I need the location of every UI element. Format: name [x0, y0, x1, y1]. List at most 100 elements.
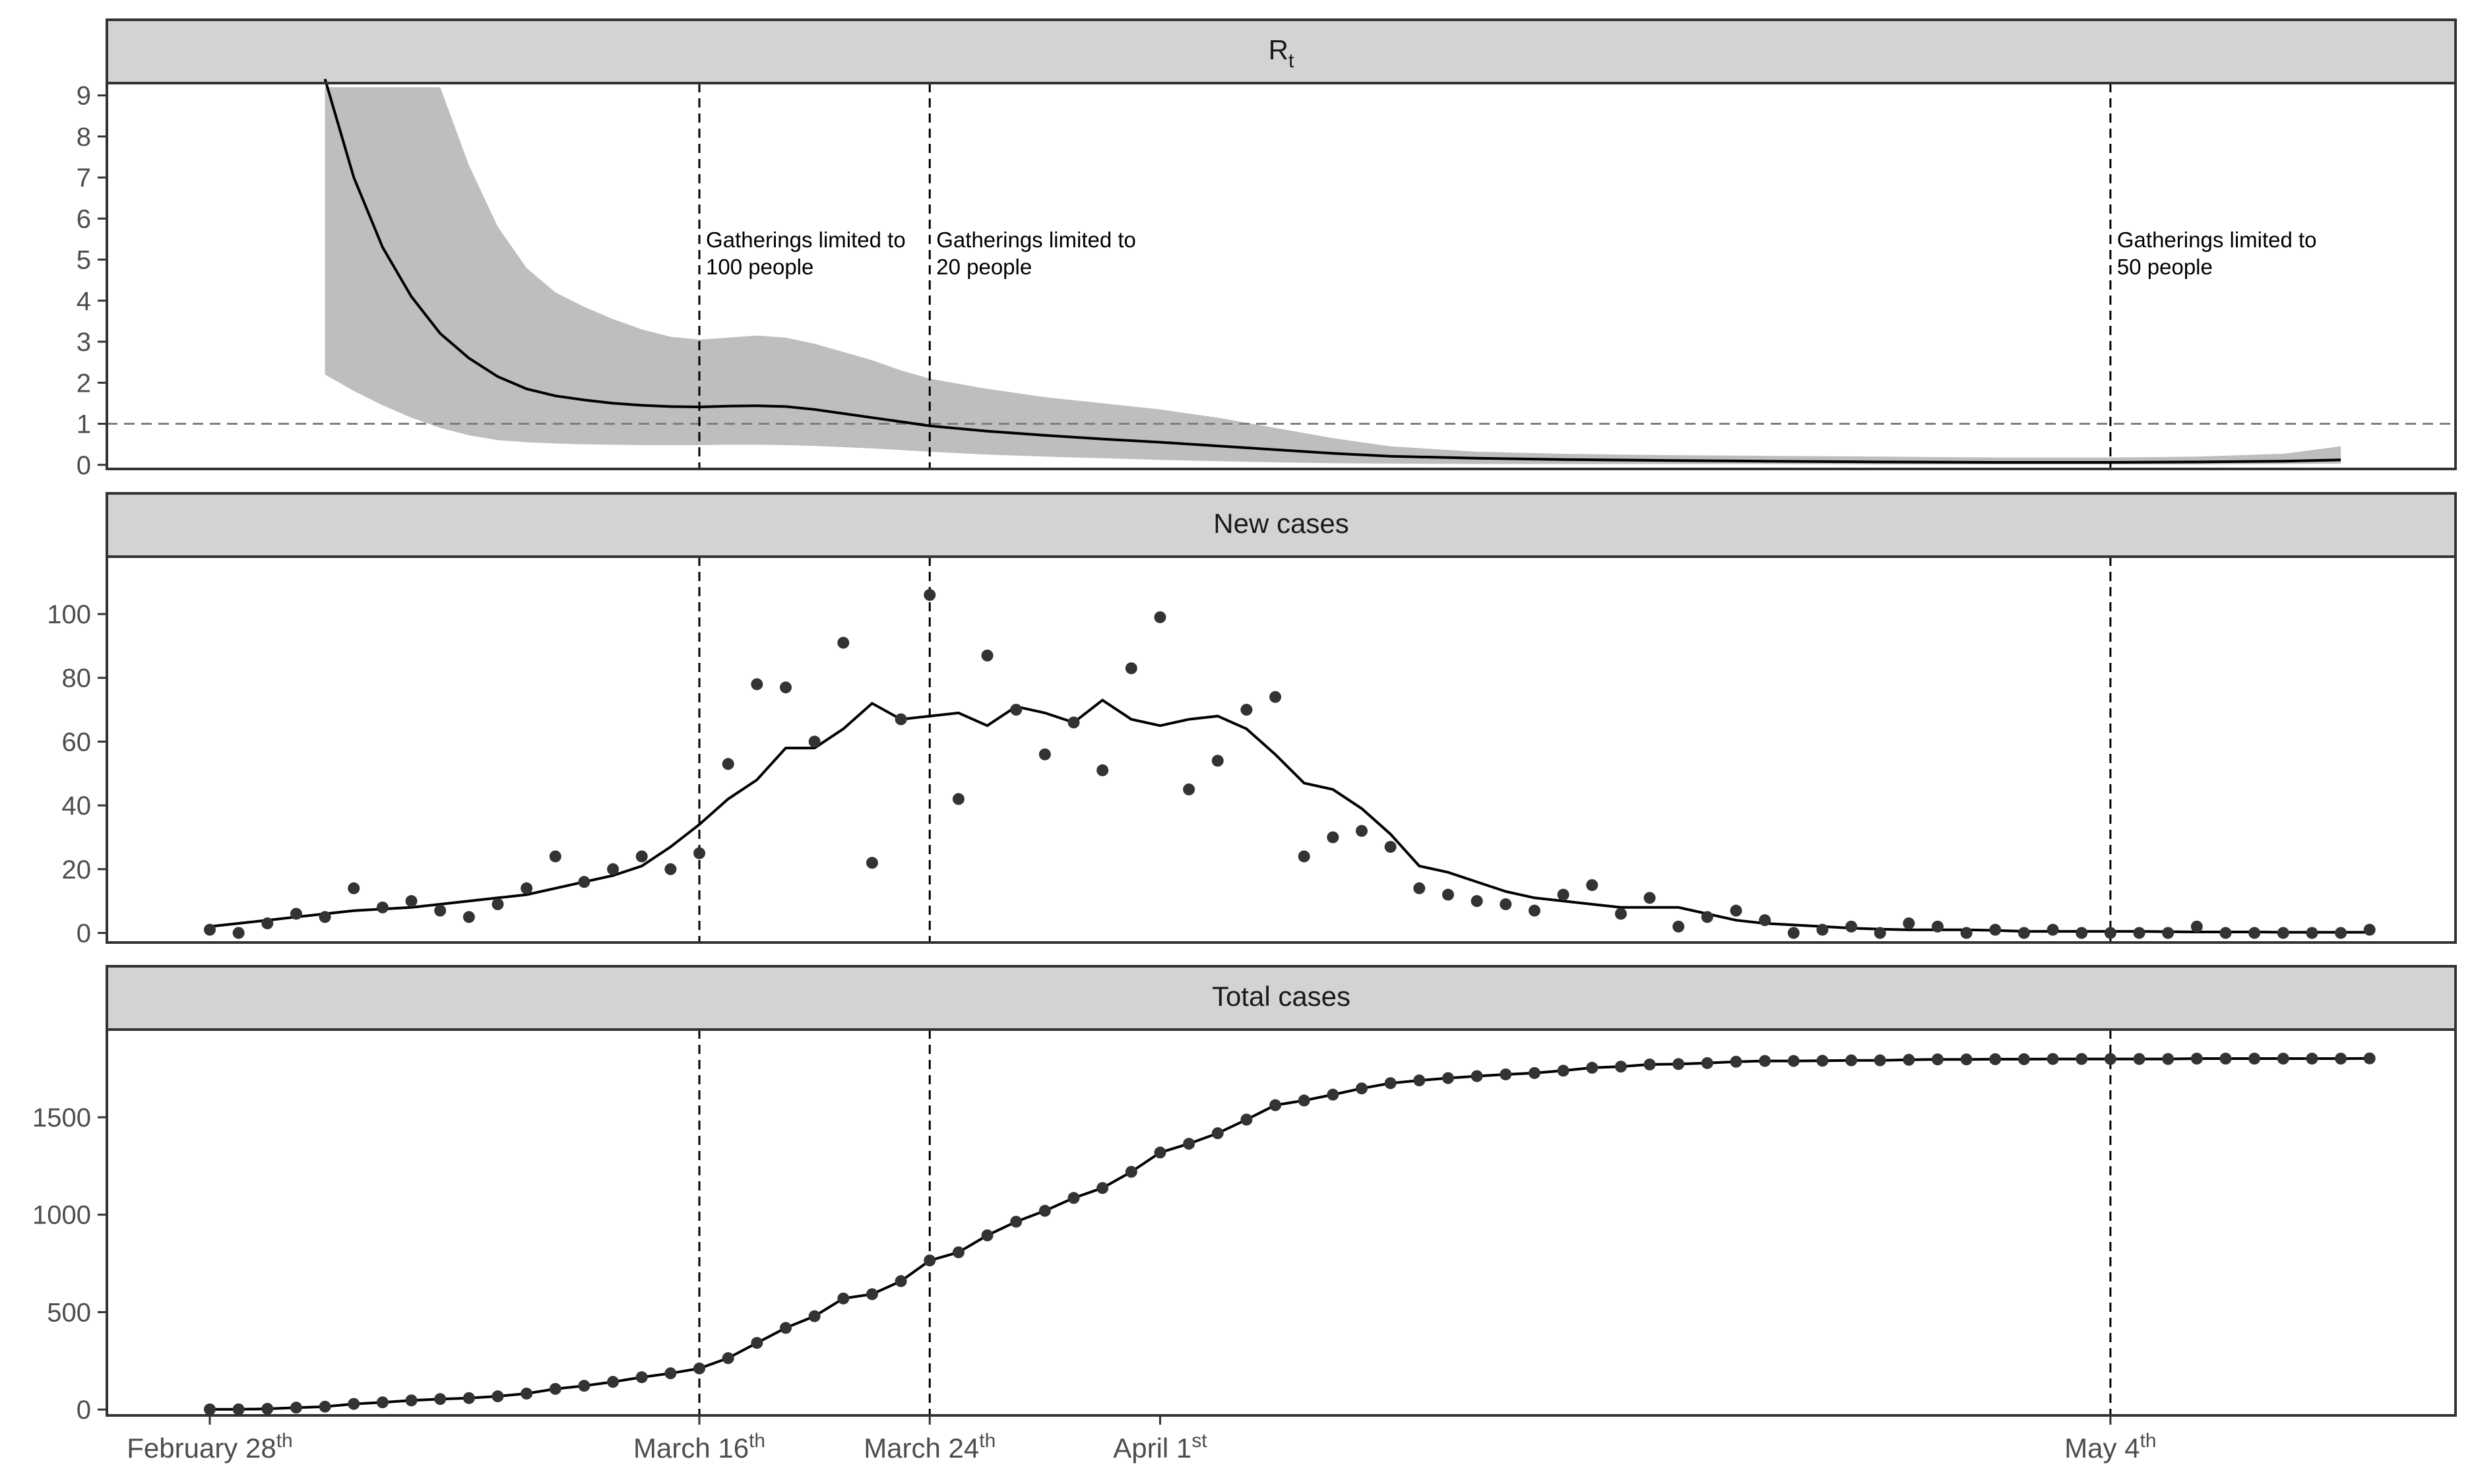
- new-cases-y-axis: 0 20 40 60 80 100: [47, 600, 107, 948]
- x-tick-label-4: May 4th: [2064, 1430, 2156, 1464]
- total-cases-point: [462, 1392, 475, 1404]
- x-tick-label-1: March 16th: [633, 1430, 765, 1464]
- new-cases-point: [664, 863, 677, 875]
- panel-rt-frame: [106, 82, 2457, 470]
- total-cases-point: [607, 1376, 619, 1388]
- total-cases-point: [751, 1337, 763, 1349]
- total-cases-point: [578, 1380, 590, 1392]
- y-tick-label: 2: [77, 369, 91, 398]
- total-cases-point: [866, 1288, 878, 1301]
- panel-total-cases-strip: [106, 965, 2457, 1031]
- y-tick-label: 6: [77, 204, 91, 233]
- total-cases-point: [1125, 1165, 1137, 1178]
- total-cases-y-axis: 0 500 1000 1500: [32, 1103, 107, 1425]
- total-cases-point: [895, 1275, 907, 1287]
- new-cases-point: [1614, 908, 1627, 920]
- new-cases-point: [521, 882, 533, 894]
- new-cases-point: [1759, 914, 1771, 927]
- new-cases-point: [2017, 927, 2030, 939]
- x-axis: February 28th March 16th March 24th April 1…: [127, 1415, 2157, 1464]
- total-cases-point: [2190, 1053, 2203, 1065]
- event-label-0-line1: Gatherings limited to: [706, 228, 906, 252]
- new-cases-point: [1989, 923, 2002, 936]
- total-cases-point: [2363, 1052, 2376, 1065]
- new-cases-point: [434, 904, 447, 917]
- new-cases-point: [952, 793, 965, 805]
- y-tick-label: 80: [62, 664, 92, 693]
- new-cases-point: [1500, 898, 1512, 910]
- total-cases-point: [924, 1254, 936, 1267]
- new-cases-point: [837, 636, 850, 649]
- total-cases-point: [521, 1387, 533, 1400]
- new-cases-point: [1356, 824, 1368, 837]
- new-cases-point: [348, 882, 360, 894]
- new-cases-point: [2335, 927, 2347, 939]
- new-cases-point: [751, 678, 763, 691]
- total-cases-point: [2017, 1053, 2030, 1065]
- total-cases-point: [1154, 1146, 1166, 1159]
- total-cases-point: [1384, 1077, 1397, 1090]
- rt-ribbon: [325, 87, 2341, 465]
- panel-new-cases-title: New cases: [1213, 508, 1348, 539]
- new-cases-point: [261, 917, 274, 929]
- new-cases-point: [1183, 783, 1195, 795]
- new-cases-point: [635, 850, 648, 863]
- new-cases-point: [1960, 927, 1973, 939]
- total-cases-point: [2306, 1053, 2318, 1065]
- new-cases-point: [1874, 927, 1886, 939]
- new-cases-point: [1240, 704, 1253, 716]
- total-cases-point: [1614, 1061, 1627, 1073]
- y-tick-label: 5: [77, 246, 91, 275]
- total-cases-point: [290, 1402, 302, 1414]
- new-cases-point: [1557, 888, 1570, 901]
- total-cases-point: [1356, 1082, 1368, 1095]
- total-cases-point: [1471, 1070, 1483, 1082]
- new-cases-point: [2076, 927, 2088, 939]
- panel-new-cases: New cases 0 20 40 60 80 100: [47, 492, 2457, 948]
- panel-total-cases: Total cases 0 500 1000 1500: [32, 965, 2457, 1425]
- total-cases-point: [1874, 1054, 1886, 1067]
- total-cases-point: [204, 1403, 216, 1415]
- rt-event-labels: Gatherings limited to 100 people Gathering…: [706, 228, 2316, 279]
- total-cases-point: [2162, 1053, 2174, 1065]
- new-cases-point: [607, 863, 619, 875]
- rt-event-lines: [698, 83, 2112, 469]
- total-cases-line: [210, 1057, 2370, 1411]
- new-cases-trend: [209, 698, 2370, 934]
- y-tick-label: 1: [77, 410, 91, 439]
- new-cases-point: [722, 758, 734, 770]
- event-label-2-line1: Gatherings limited to: [2117, 228, 2317, 252]
- new-cases-point: [204, 923, 216, 936]
- new-cases-point: [492, 898, 504, 910]
- new-cases-point: [319, 911, 331, 923]
- total-cases-points: [204, 1052, 2376, 1415]
- total-cases-point: [1643, 1058, 1656, 1070]
- new-cases-point: [866, 857, 878, 869]
- total-cases-point: [1730, 1055, 1742, 1068]
- new-cases-point: [376, 901, 389, 913]
- total-cases-point: [1327, 1088, 1339, 1101]
- new-cases-point: [924, 589, 936, 602]
- y-tick-label: 40: [62, 791, 92, 820]
- total-cases-point: [1183, 1138, 1195, 1150]
- new-cases-point: [1096, 764, 1109, 776]
- total-cases-point: [2219, 1053, 2232, 1065]
- total-cases-point: [1096, 1182, 1109, 1194]
- y-tick-label: 4: [77, 287, 91, 316]
- x-tick-label-2: March 24th: [864, 1430, 996, 1464]
- new-cases-point: [1471, 895, 1483, 908]
- new-cases-point: [1672, 920, 1685, 933]
- y-tick-label: 0: [77, 451, 91, 480]
- new-cases-point: [1787, 927, 1800, 939]
- total-cases-point: [261, 1402, 274, 1415]
- event-label-0-line2: 100 people: [706, 255, 813, 279]
- event-label-1-line1: Gatherings limited to: [936, 228, 1136, 252]
- y-tick-label: 1500: [32, 1103, 91, 1132]
- new-cases-point: [2306, 927, 2318, 939]
- new-cases-point: [1903, 917, 1915, 929]
- total-cases-point: [1067, 1192, 1080, 1204]
- total-cases-point: [1298, 1094, 1310, 1107]
- new-cases-point: [1586, 879, 1599, 891]
- total-cases-point: [2248, 1053, 2261, 1065]
